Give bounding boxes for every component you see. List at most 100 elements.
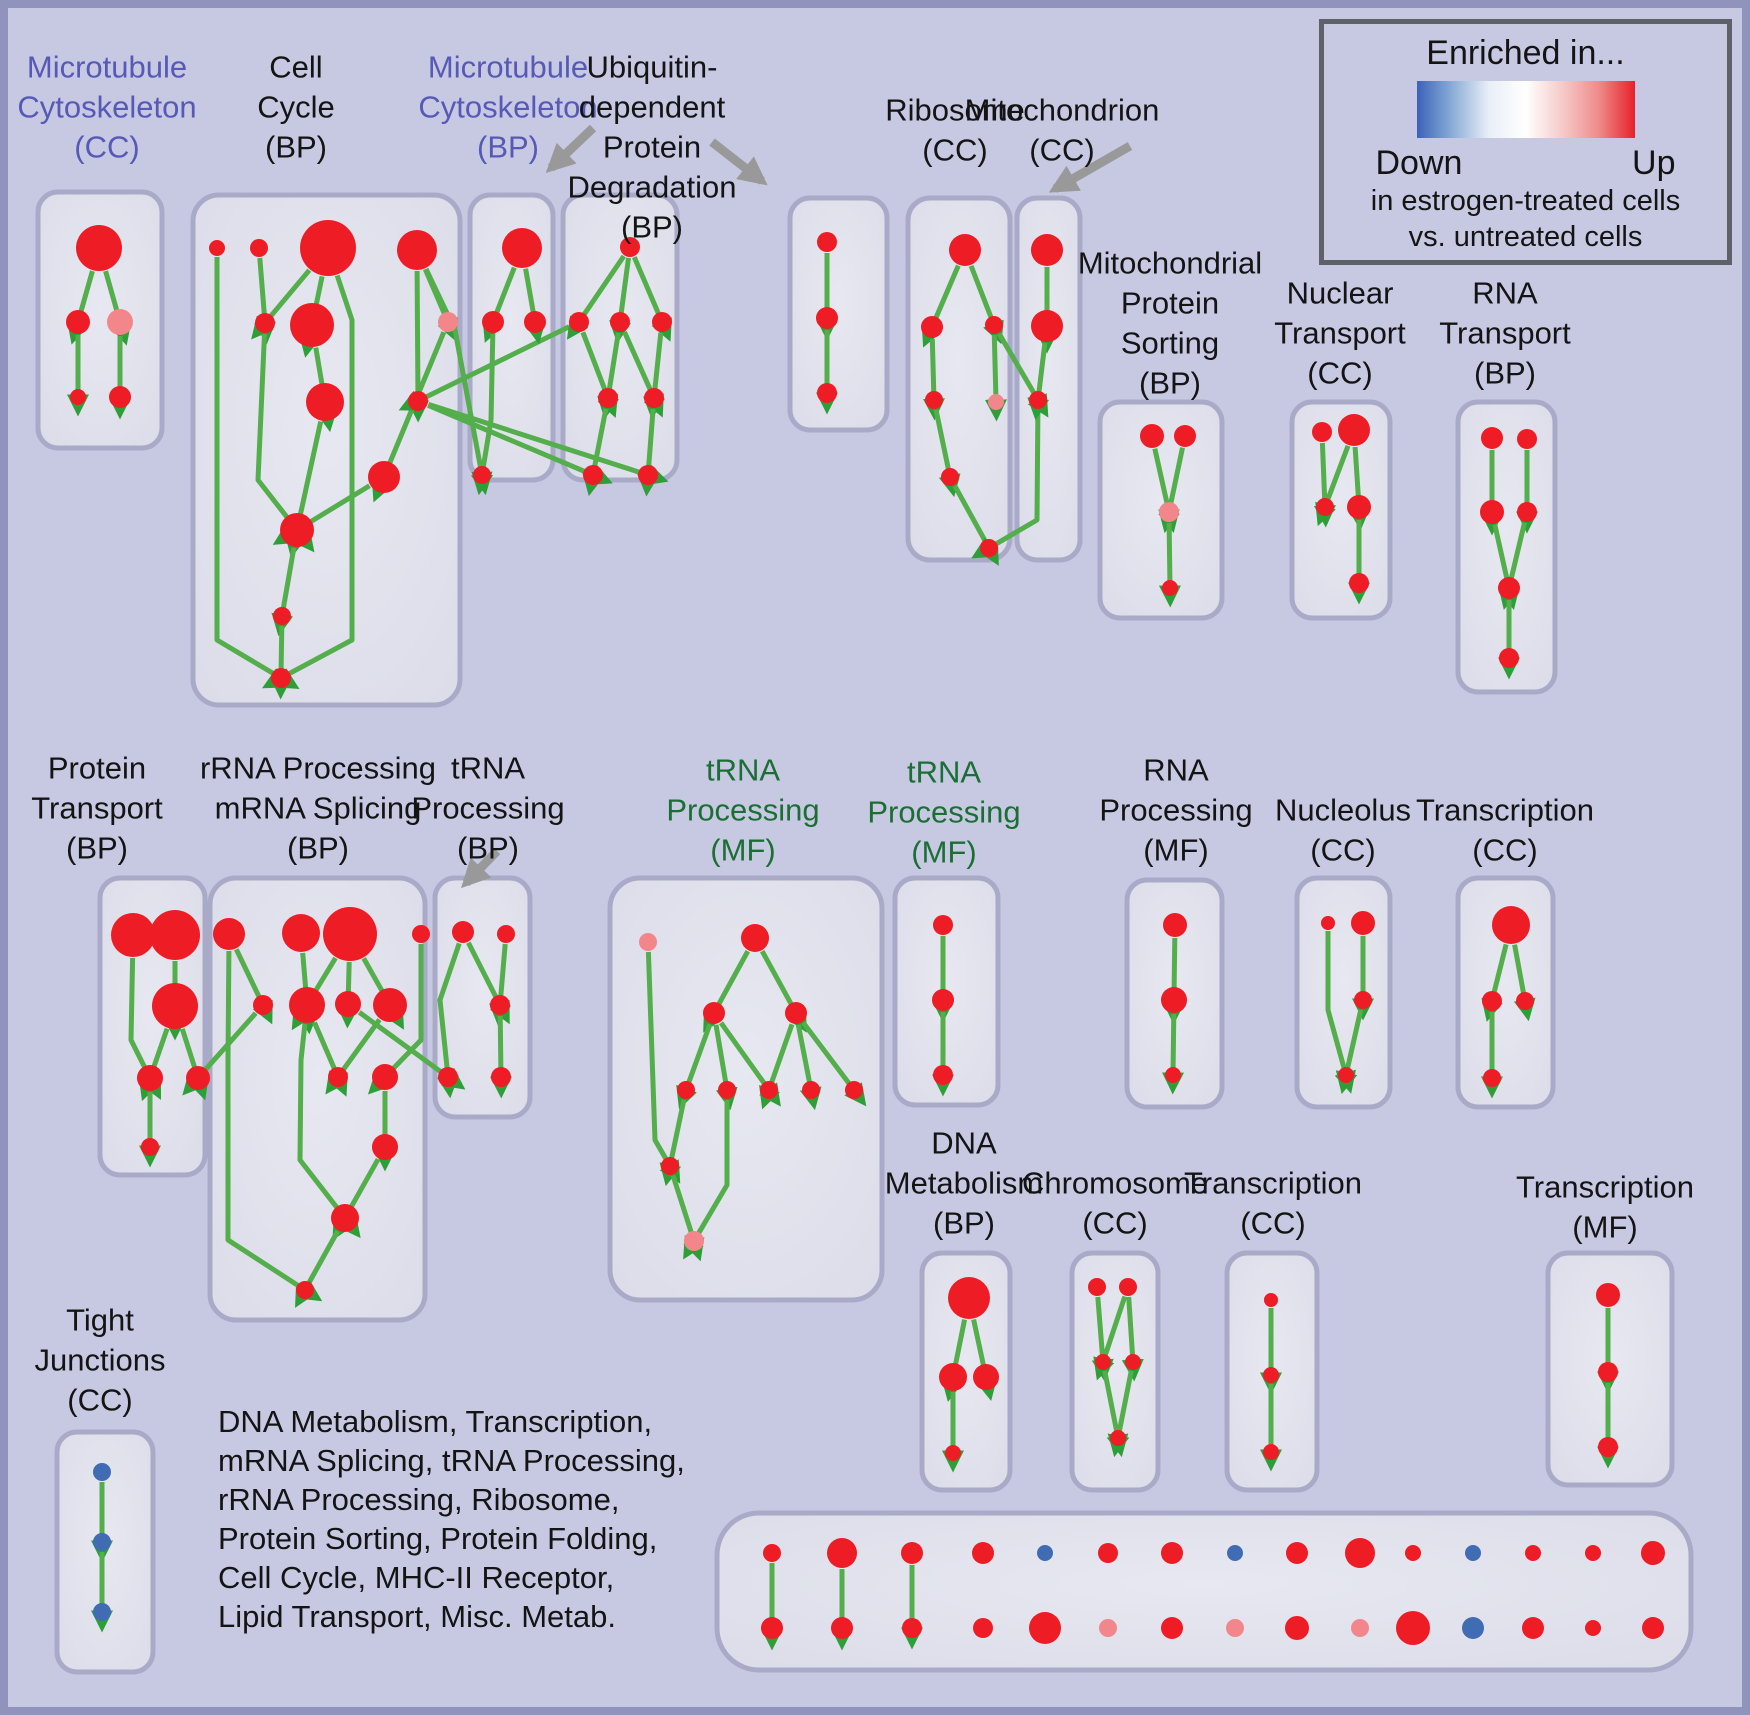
cluster-label-chromosome-cc: Chromosome (CC) bbox=[1022, 1165, 1208, 1240]
go-term-node bbox=[973, 1364, 999, 1390]
go-term-node bbox=[845, 1081, 863, 1099]
go-term-node bbox=[452, 921, 474, 943]
go-term-node bbox=[306, 383, 344, 421]
go-term-node bbox=[255, 313, 275, 333]
cluster-box-microtubule-cytoskeleton-cc bbox=[35, 189, 165, 451]
cluster-label-rrna-processing-mrna-splicing-bp: rRNA Processing mRNA Splicing (BP) bbox=[200, 750, 436, 865]
go-term-node bbox=[1598, 1437, 1618, 1457]
note-line: Protein Sorting, Protein Folding, bbox=[218, 1521, 658, 1556]
go-term-node bbox=[831, 1617, 853, 1639]
go-term-node bbox=[253, 995, 273, 1015]
go-term-node bbox=[925, 391, 943, 409]
go-term-node bbox=[1492, 906, 1530, 944]
go-term-node bbox=[1349, 573, 1369, 593]
go-term-node bbox=[1161, 987, 1187, 1013]
legend-subtitle-2: vs. untreated cells bbox=[1408, 221, 1643, 253]
cluster-label-trna-processing-bp: tRNA Processing (BP) bbox=[411, 750, 564, 865]
cluster-label-mitochondrial-protein-sorting-bp: Mitochondrial Protein Sorting (BP) bbox=[1078, 245, 1262, 400]
go-term-node bbox=[980, 539, 998, 557]
cluster-label-cell-cycle-bp: Cell Cycle (BP) bbox=[257, 49, 335, 164]
go-term-node bbox=[186, 1066, 210, 1090]
go-term-node bbox=[76, 225, 122, 271]
cluster-box-ubiquitin-degradation-bp-2 bbox=[787, 195, 890, 433]
go-term-node bbox=[948, 1277, 990, 1319]
go-term-node bbox=[482, 311, 504, 333]
go-term-node bbox=[1482, 991, 1502, 1011]
go-term-node bbox=[1029, 1612, 1061, 1644]
cluster-label-trna-processing-mf-2: tRNA Processing (MF) bbox=[867, 754, 1020, 869]
go-term-node bbox=[1263, 1444, 1279, 1460]
go-term-node bbox=[1286, 1542, 1308, 1564]
go-term-node bbox=[1263, 1367, 1279, 1383]
go-term-node bbox=[93, 1603, 111, 1621]
go-term-node bbox=[152, 983, 198, 1029]
go-term-node bbox=[1598, 1362, 1618, 1382]
go-term-node bbox=[107, 309, 133, 335]
go-term-node bbox=[1351, 911, 1375, 935]
go-term-node bbox=[282, 914, 320, 952]
go-term-node bbox=[933, 1065, 953, 1085]
go-term-node bbox=[502, 228, 542, 268]
go-term-node bbox=[331, 1204, 359, 1232]
go-term-node bbox=[1480, 500, 1504, 524]
go-term-node bbox=[1596, 1283, 1620, 1307]
go-term-node bbox=[1338, 414, 1370, 446]
cluster-box-misc-categories bbox=[714, 1510, 1694, 1673]
cluster-label-rna-processing-mf: RNA Processing (MF) bbox=[1099, 752, 1252, 867]
legend: Enriched in... Down Up in estrogen-treat… bbox=[1319, 19, 1732, 265]
go-term-node bbox=[902, 1618, 922, 1638]
go-term-node bbox=[66, 310, 90, 334]
go-term-node bbox=[473, 466, 491, 484]
go-term-node bbox=[1405, 1545, 1421, 1561]
go-term-node bbox=[368, 461, 400, 493]
go-term-node bbox=[524, 311, 546, 333]
go-term-node bbox=[652, 312, 672, 332]
go-term-node bbox=[817, 383, 837, 403]
go-term-node bbox=[137, 1065, 163, 1091]
go-term-node bbox=[1031, 234, 1063, 266]
go-term-node bbox=[939, 1363, 967, 1391]
go-term-node bbox=[1338, 1067, 1354, 1083]
cluster-box-transcription-cc bbox=[1455, 875, 1556, 1110]
annotation-arrow-ubiquitin-right-pointer bbox=[709, 138, 768, 186]
go-term-node bbox=[1098, 1543, 1118, 1563]
go-term-node bbox=[638, 465, 658, 485]
cluster-label-ribosome-cc: Ribosome (CC) bbox=[885, 92, 1025, 167]
go-term-node bbox=[684, 1231, 704, 1251]
go-term-node bbox=[639, 933, 657, 951]
cluster-label-transcription-cc-2: Transcription (CC) bbox=[1184, 1165, 1362, 1240]
go-term-node bbox=[816, 307, 838, 329]
go-term-node bbox=[644, 388, 664, 408]
go-edge-arrow bbox=[1325, 931, 1356, 1094]
go-term-node bbox=[213, 918, 245, 950]
go-term-node bbox=[661, 1157, 679, 1175]
cluster-label-mitochondrion-cc: Mitochondrion (CC) bbox=[965, 92, 1160, 167]
go-term-node bbox=[1585, 1545, 1601, 1561]
go-edge-arrow bbox=[297, 1023, 361, 1239]
cluster-label-dna-metabolism-bp: DNA Metabolism (BP) bbox=[885, 1125, 1044, 1240]
go-term-node bbox=[372, 1134, 398, 1160]
go-term-node bbox=[1226, 1619, 1244, 1637]
go-term-node bbox=[438, 1067, 458, 1087]
go-term-node bbox=[1037, 1545, 1053, 1561]
go-term-node bbox=[150, 910, 200, 960]
go-term-node bbox=[1499, 648, 1519, 668]
go-term-node bbox=[1345, 1538, 1375, 1568]
go-term-node bbox=[760, 1081, 778, 1099]
go-term-node bbox=[1119, 1278, 1137, 1296]
go-term-node bbox=[1516, 992, 1534, 1010]
go-term-node bbox=[802, 1081, 820, 1099]
go-term-node bbox=[1165, 1067, 1181, 1083]
cluster-box-rna-transport-bp bbox=[1455, 399, 1558, 695]
annotation-arrow-mitochondrion-pointer bbox=[1048, 142, 1133, 193]
go-term-node bbox=[569, 312, 589, 332]
go-term-node bbox=[1088, 1278, 1106, 1296]
go-term-node bbox=[1347, 495, 1371, 519]
go-term-node bbox=[1161, 1617, 1183, 1639]
go-term-node bbox=[300, 220, 356, 276]
go-term-node bbox=[988, 394, 1004, 410]
go-term-node bbox=[1498, 577, 1520, 599]
go-term-node bbox=[290, 303, 334, 347]
